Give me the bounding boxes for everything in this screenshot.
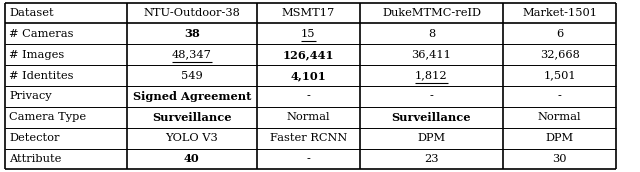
Text: 30: 30 (552, 154, 567, 164)
Text: 15: 15 (301, 29, 316, 39)
Text: NTU-Outdoor-38: NTU-Outdoor-38 (143, 8, 240, 18)
Text: 126,441: 126,441 (283, 49, 334, 60)
Text: DPM: DPM (545, 133, 573, 143)
Text: 1,812: 1,812 (415, 71, 448, 80)
Text: Signed Agreement: Signed Agreement (132, 91, 251, 102)
Text: Attribute: Attribute (9, 154, 61, 164)
Text: 38: 38 (184, 28, 200, 39)
Text: # Cameras: # Cameras (9, 29, 74, 39)
Text: 8: 8 (428, 29, 435, 39)
Text: 40: 40 (184, 153, 200, 164)
Text: Camera Type: Camera Type (9, 112, 86, 122)
Text: 36,411: 36,411 (412, 50, 451, 60)
Text: Detector: Detector (9, 133, 60, 143)
Text: DukeMTMC-reID: DukeMTMC-reID (382, 8, 481, 18)
Text: YOLO V3: YOLO V3 (166, 133, 218, 143)
Text: Surveillance: Surveillance (152, 112, 232, 123)
Text: 549: 549 (181, 71, 203, 80)
Text: 1,501: 1,501 (543, 71, 576, 80)
Text: 6: 6 (556, 29, 563, 39)
Text: Surveillance: Surveillance (392, 112, 471, 123)
Text: DPM: DPM (417, 133, 445, 143)
Text: -: - (557, 92, 561, 101)
Text: Dataset: Dataset (9, 8, 54, 18)
Text: 48,347: 48,347 (172, 50, 212, 60)
Text: -: - (307, 154, 310, 164)
Text: -: - (307, 92, 310, 101)
Text: Market-1501: Market-1501 (522, 8, 597, 18)
Text: 4,101: 4,101 (291, 70, 326, 81)
Text: Normal: Normal (287, 112, 330, 122)
Text: 32,668: 32,668 (540, 50, 580, 60)
Text: MSMT17: MSMT17 (282, 8, 335, 18)
Text: -: - (429, 92, 433, 101)
Text: # Images: # Images (9, 50, 64, 60)
Text: Privacy: Privacy (9, 92, 52, 101)
Text: 23: 23 (424, 154, 438, 164)
Text: Faster RCNN: Faster RCNN (269, 133, 347, 143)
Text: Normal: Normal (538, 112, 581, 122)
Text: # Identites: # Identites (9, 71, 74, 80)
